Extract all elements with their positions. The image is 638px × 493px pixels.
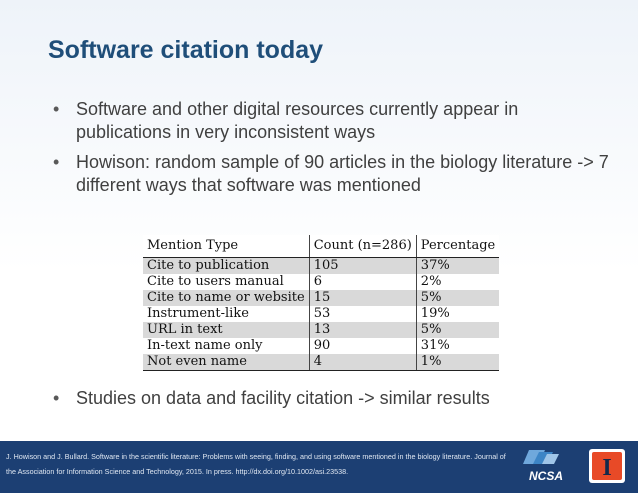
illinois-block-i-logo: I: [589, 449, 625, 483]
bullet-glyph: •: [53, 99, 60, 119]
header-count: Count (n=286): [309, 235, 417, 258]
cell-percentage: 5%: [416, 290, 500, 306]
bullet-text: Software and other digital resources cur…: [76, 99, 519, 142]
table-row: Cite to name or website 15 5%: [143, 290, 500, 306]
bullet-glyph: •: [53, 388, 60, 408]
cell-mention-type: URL in text: [143, 322, 310, 338]
cell-count: 15: [309, 290, 417, 306]
cell-count: 105: [309, 257, 417, 274]
ncsa-logo: NCSA: [523, 450, 563, 483]
cell-count: 6: [309, 274, 417, 290]
header-mention-type: Mention Type: [143, 235, 310, 258]
bullet-item: • Software and other digital resources c…: [49, 98, 614, 144]
cell-mention-type: Cite to name or website: [143, 290, 310, 306]
table-row: Instrument-like 53 19%: [143, 306, 500, 322]
cell-count: 53: [309, 306, 417, 322]
cell-percentage: 2%: [416, 274, 500, 290]
ncsa-logo-text: NCSA: [529, 469, 563, 483]
cell-percentage: 1%: [416, 354, 500, 371]
footer-citation: J. Howison and J. Bullard. Software in t…: [6, 452, 506, 476]
table-row: Cite to users manual 6 2%: [143, 274, 500, 290]
table-header-row: Mention Type Count (n=286) Percentage: [143, 235, 500, 258]
bullet-glyph: •: [53, 152, 60, 172]
table-row: Cite to publication 105 37%: [143, 257, 500, 274]
header-percentage: Percentage: [416, 235, 500, 258]
cell-percentage: 19%: [416, 306, 500, 322]
illinois-logo-letter: I: [602, 455, 611, 481]
cell-mention-type: In-text name only: [143, 338, 310, 354]
ncsa-emblem-icon: [523, 450, 559, 464]
bullet-text: Studies on data and facility citation ->…: [76, 388, 490, 408]
bullet-list: • Software and other digital resources c…: [49, 98, 614, 204]
cell-count: 90: [309, 338, 417, 354]
table-row: URL in text 13 5%: [143, 322, 500, 338]
cell-percentage: 37%: [416, 257, 500, 274]
slide-title: Software citation today: [48, 36, 324, 64]
footer-bar: [0, 441, 638, 493]
bullet-item: • Howison: random sample of 90 articles …: [49, 151, 614, 197]
cell-count: 13: [309, 322, 417, 338]
cell-mention-type: Instrument-like: [143, 306, 310, 322]
table-row: In-text name only 90 31%: [143, 338, 500, 354]
table-row: Not even name 4 1%: [143, 354, 500, 371]
bullet-item-bottom: • Studies on data and facility citation …: [49, 387, 614, 410]
cell-mention-type: Cite to users manual: [143, 274, 310, 290]
bullet-text: Howison: random sample of 90 articles in…: [76, 152, 609, 195]
mention-type-table: Mention Type Count (n=286) Percentage Ci…: [143, 235, 500, 371]
cell-percentage: 31%: [416, 338, 500, 354]
cell-mention-type: Cite to publication: [143, 257, 310, 274]
cell-count: 4: [309, 354, 417, 371]
cell-mention-type: Not even name: [143, 354, 310, 371]
cell-percentage: 5%: [416, 322, 500, 338]
